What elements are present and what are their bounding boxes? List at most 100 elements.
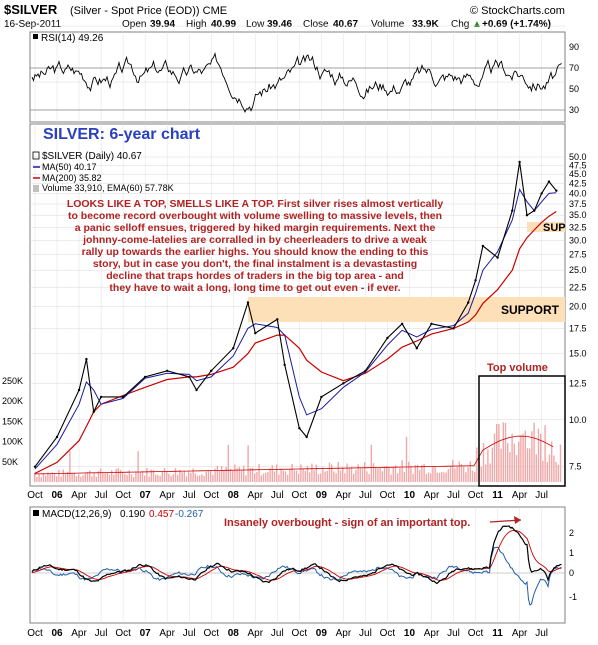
volume-bar — [493, 433, 496, 482]
price-point — [305, 435, 308, 439]
volume-bar — [93, 473, 95, 482]
watermark: © StockCharts.com — [470, 5, 565, 17]
volume-bar — [122, 471, 124, 482]
volume-bar — [82, 475, 84, 482]
volume-bar — [471, 470, 474, 482]
macd-tick-0: 0 — [569, 568, 574, 578]
annotation-line-4: johnny-come-latelies are corralled in by… — [82, 234, 427, 246]
legend-ma200: MA(200) 35.82 — [42, 173, 102, 183]
price-tick-label: 37.5 — [569, 199, 587, 209]
price-axis: 50.047.545.042.540.037.535.0 32.5 30.0 27.5… — [569, 152, 587, 472]
volume-bar — [150, 469, 152, 482]
price-point — [210, 369, 213, 372]
volume-bar — [328, 462, 331, 482]
price-point — [298, 426, 301, 430]
volume-bar — [227, 444, 229, 482]
volume-bar — [229, 468, 232, 482]
price-tick-label: 15.0 — [569, 349, 587, 359]
x-axis-label: Apr — [512, 490, 528, 501]
volume-bar — [311, 463, 313, 482]
volume-bar — [38, 474, 40, 482]
volume-bar — [117, 468, 119, 482]
volume-bar — [95, 476, 97, 482]
price-tick-label: 17.5 — [569, 323, 587, 333]
volume-bar — [357, 464, 359, 482]
price-point — [518, 160, 521, 164]
volume-bar — [392, 467, 394, 482]
volume-bar — [416, 464, 419, 482]
volume-bar — [421, 465, 423, 482]
volume-bar — [199, 475, 201, 482]
x-axis-label-macd: 07 — [140, 628, 152, 639]
x-axis-label-macd: Oct — [115, 628, 131, 639]
price-tick-label: 42.5 — [569, 179, 587, 189]
volume-bar — [284, 471, 287, 482]
volume-bar — [491, 447, 493, 482]
volume-bar — [203, 476, 205, 482]
volume-bar — [386, 466, 388, 482]
volume-bar — [205, 471, 207, 482]
sup-label: SUP — [543, 222, 566, 234]
volume-bar — [485, 464, 487, 482]
volume-bar — [179, 469, 181, 482]
volume-bar — [425, 474, 427, 482]
volume-bar — [166, 471, 168, 482]
volume-bar — [456, 466, 458, 482]
volume-bar — [526, 448, 529, 482]
volume-bar — [269, 468, 271, 482]
macd-legend-swatch — [33, 510, 39, 516]
volume-bar — [507, 443, 509, 482]
macd-line — [31, 525, 562, 585]
x-axis-label-macd: Oct — [203, 628, 219, 639]
volume-bar — [295, 470, 298, 482]
annotation-line-1: LOOKS LIKE A TOP, SMELLS LIKE A TOP. Fir… — [67, 198, 444, 210]
volume-bar — [410, 465, 412, 482]
volume-bar — [159, 475, 161, 482]
price-point — [283, 363, 286, 367]
annotation-line-8: they have to wait a long, long time to g… — [109, 282, 400, 294]
volume-bar — [260, 475, 262, 482]
volume-bar — [469, 461, 471, 482]
volume-bar — [397, 473, 399, 482]
macd-legend-hist: -0.267 — [175, 509, 204, 520]
volume-bar — [293, 470, 295, 482]
volume-bar — [531, 431, 533, 482]
volume-bar — [225, 467, 227, 482]
x-axis-macd: Oct 06 Apr Jul Oct 07 Apr Jul Oct 08 Apr Jul Oct 09 Ap… — [27, 628, 548, 639]
x-axis-label: 11 — [492, 490, 503, 501]
x-axis-label-macd: Oct — [468, 628, 484, 639]
x-axis-label: 06 — [51, 490, 63, 501]
volume-bar — [100, 468, 102, 482]
price-tick-label: 50.0 — [569, 152, 587, 162]
price-tick-label: 30.0 — [569, 235, 587, 245]
volume-bar — [240, 470, 243, 482]
annotation-text: LOOKS LIKE A TOP, SMELLS LIKE A TOP. Fir… — [67, 198, 444, 294]
ma50-line — [34, 188, 557, 470]
x-axis-label: 10 — [404, 490, 416, 501]
volume-bar — [441, 471, 443, 482]
volume-bar — [524, 430, 526, 482]
price-point — [121, 395, 125, 399]
volume-bar — [504, 422, 507, 482]
volume-bar — [289, 469, 291, 482]
macd-legend-value: 0.190 — [120, 509, 145, 520]
volume-bar — [190, 472, 192, 482]
volume-bar — [361, 468, 364, 482]
volume-bar — [280, 469, 282, 482]
volume-bar — [161, 471, 163, 482]
volume-value: 33.9K — [412, 19, 439, 30]
volume-bar — [452, 459, 454, 482]
price-legend-swatch — [32, 151, 40, 160]
volume-bar — [254, 473, 256, 482]
close-label: Close — [303, 19, 329, 30]
price-panel: Top volume SUPPORT SUP SILVER: 6-year ch… — [2, 123, 587, 487]
volume-bar — [315, 464, 317, 482]
volume-bar — [152, 470, 155, 482]
macd-legend-prefix: MACD(12,26,9) — [42, 509, 111, 520]
price-point — [165, 369, 169, 372]
x-axis-label: Oct — [292, 490, 308, 501]
volume-bar — [434, 466, 436, 482]
volume-bar — [91, 476, 93, 482]
x-axis-label-macd: Apr — [159, 628, 175, 639]
x-axis-label: Oct — [468, 490, 484, 501]
